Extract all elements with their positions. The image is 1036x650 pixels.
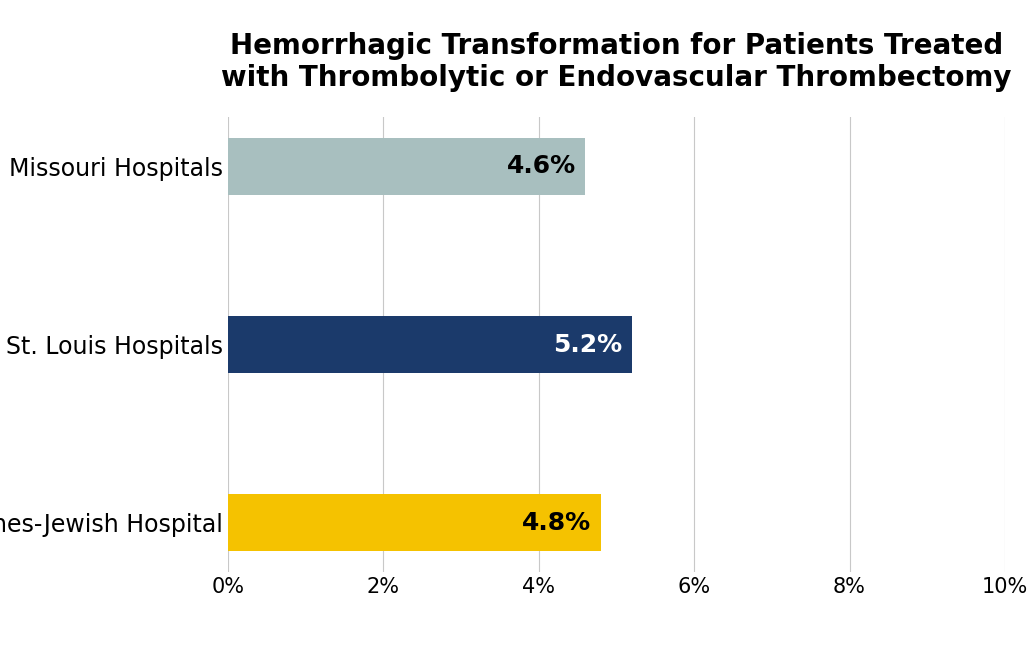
Bar xyxy=(228,316,632,373)
Text: 5.2%: 5.2% xyxy=(553,333,623,356)
Bar xyxy=(228,138,585,195)
Text: 4.6%: 4.6% xyxy=(507,154,576,178)
Title: Hemorrhagic Transformation for Patients Treated
with Thrombolytic or Endovascula: Hemorrhagic Transformation for Patients … xyxy=(221,32,1012,92)
Bar xyxy=(228,494,601,551)
Text: 4.8%: 4.8% xyxy=(522,511,592,535)
